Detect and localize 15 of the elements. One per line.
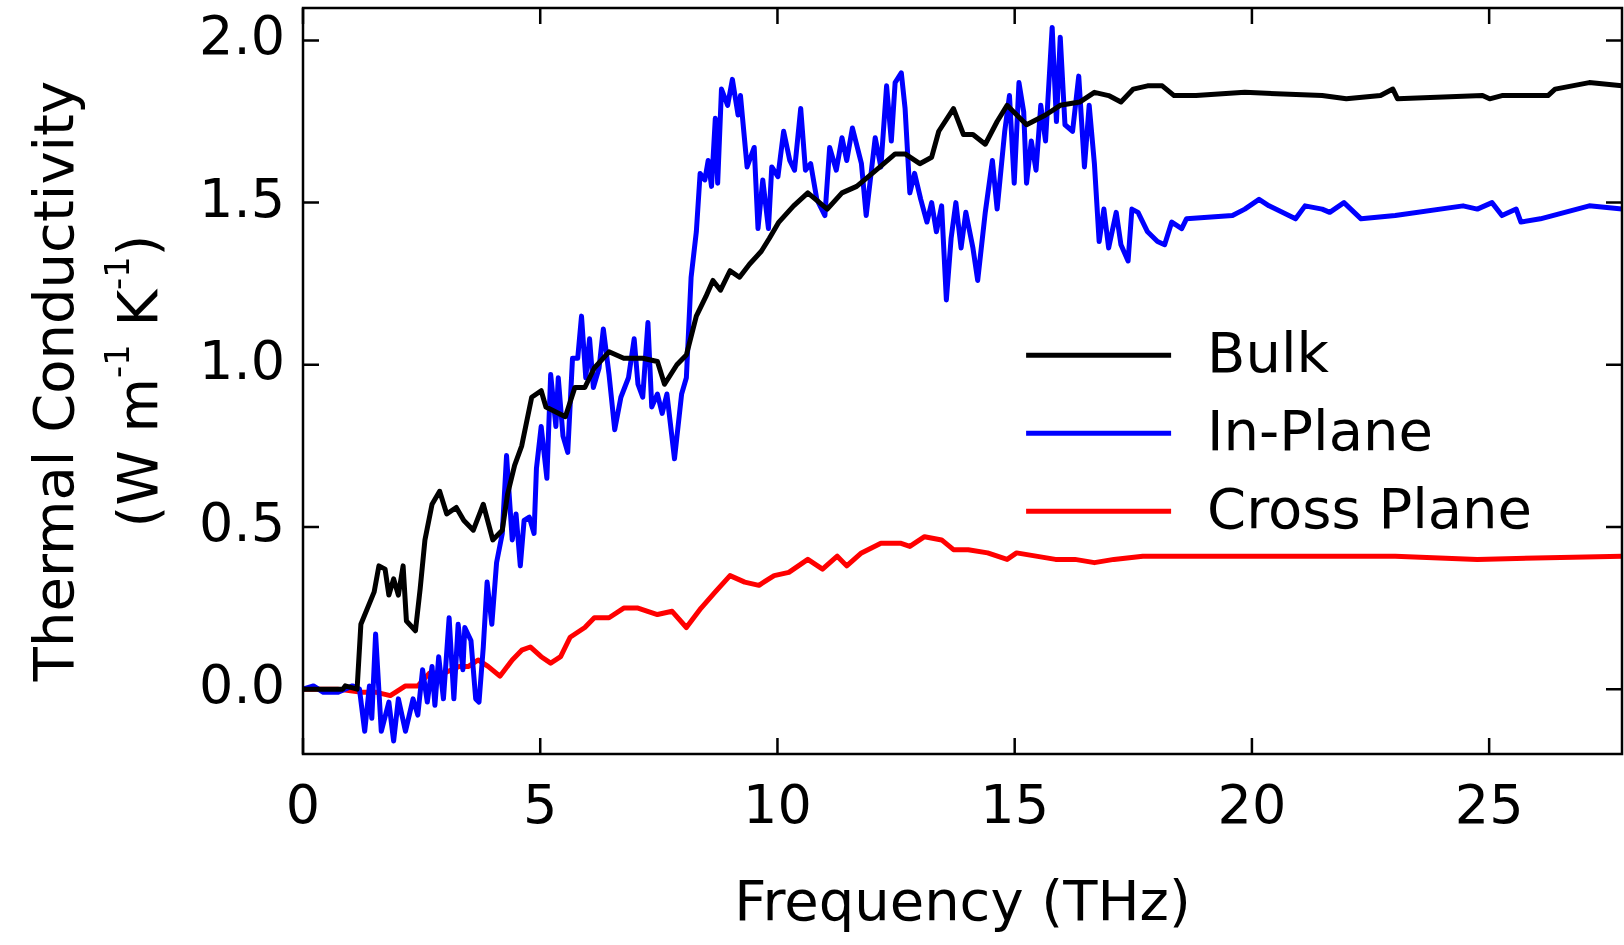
y-tick-label: 2.0 xyxy=(199,4,285,68)
y-tick-label: 1.0 xyxy=(199,328,285,392)
x-tick-label: 10 xyxy=(743,773,812,837)
x-tick-label: 25 xyxy=(1454,773,1524,837)
legend-label: In-Plane xyxy=(1207,397,1433,463)
x-tick-label: 20 xyxy=(1217,773,1287,837)
legend-label: Bulk xyxy=(1207,319,1330,385)
legend-label: Cross Plane xyxy=(1207,475,1533,541)
x-tick-label: 15 xyxy=(980,773,1050,837)
y-tick-label: 0.0 xyxy=(199,653,285,717)
y-tick-label: 0.5 xyxy=(199,490,285,554)
x-tick-label: 0 xyxy=(285,773,321,837)
x-tick-label: 5 xyxy=(523,773,558,837)
y-tick-label: 1.5 xyxy=(199,166,285,230)
x-axis-title: Frequency (THz) xyxy=(734,867,1191,933)
